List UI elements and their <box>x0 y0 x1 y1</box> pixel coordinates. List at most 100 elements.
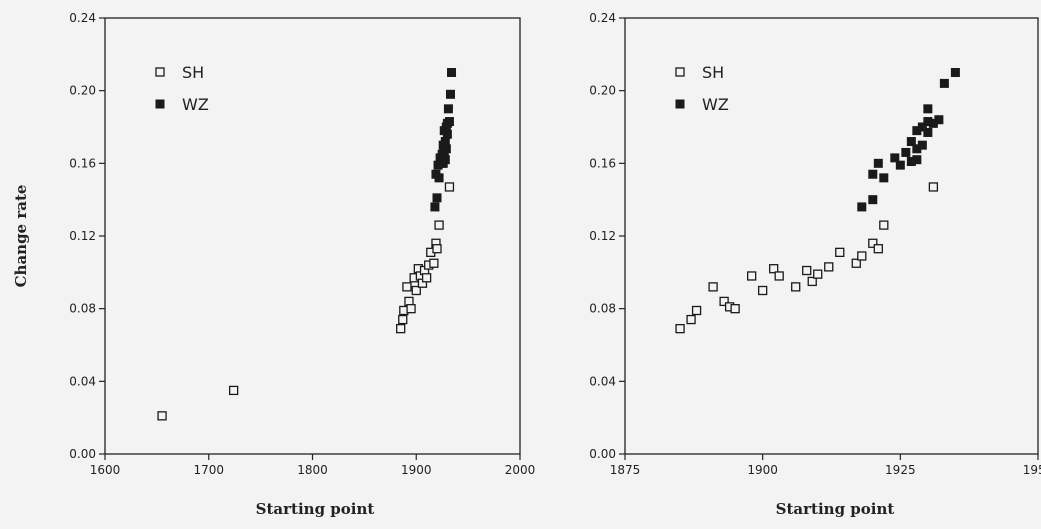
sh-point <box>802 265 812 276</box>
sh-point <box>157 411 167 421</box>
sh-point <box>686 314 696 325</box>
x-tick-label: 1950 <box>1023 463 1041 477</box>
wz-point <box>868 195 878 205</box>
sh-point <box>928 182 939 192</box>
wz-point <box>895 160 905 170</box>
x-tick-label: 1700 <box>193 463 224 477</box>
data-points <box>157 68 457 421</box>
x-tick-label: 1875 <box>610 463 641 477</box>
legend-sh-label: SH <box>182 63 204 82</box>
sh-point <box>691 305 702 316</box>
wz-point <box>917 140 927 150</box>
x-tick-label: 2000 <box>505 463 536 477</box>
y-tick-label: 0.20 <box>589 84 616 98</box>
y-tick-label: 0.16 <box>589 156 616 170</box>
plot-frame <box>624 17 1039 455</box>
sh-point <box>851 258 861 268</box>
sh-point <box>398 314 408 325</box>
sh-point <box>807 276 817 287</box>
sh-point <box>432 244 442 254</box>
sh-point <box>813 269 823 279</box>
wz-point <box>444 117 454 127</box>
y-tick-label: 0.24 <box>589 11 616 25</box>
sh-point <box>791 282 801 292</box>
legend-wz-label: WZ <box>702 95 729 114</box>
y-tick-label: 0.00 <box>69 447 96 461</box>
sh-point <box>396 323 406 334</box>
y-tick-label: 0.00 <box>589 447 616 461</box>
chart-panel-1: 0.00 0.04 0.08 0.12 0.16 0.20 0.24 1600 1700 1800… <box>12 11 535 518</box>
wz-point <box>442 129 452 139</box>
wz-point <box>434 173 444 183</box>
sh-point <box>868 238 878 248</box>
sh-point <box>411 285 421 296</box>
legend-wz-label: WZ <box>182 95 209 114</box>
wz-point <box>443 104 453 114</box>
y-tick-label: 0.12 <box>589 229 616 243</box>
sh-point <box>758 285 768 296</box>
plot-frame <box>104 17 521 455</box>
sh-point <box>769 264 779 274</box>
wz-point <box>447 68 457 77</box>
wz-point <box>873 158 883 168</box>
wz-point <box>923 104 933 114</box>
wz-point <box>879 173 889 183</box>
sh-point <box>675 323 685 334</box>
sh-point <box>719 296 729 307</box>
sh-point <box>730 304 740 314</box>
sh-point <box>857 251 867 261</box>
y-tick-label: 0.20 <box>69 84 96 98</box>
x-axis-title: Starting point <box>776 500 895 518</box>
wz-point <box>890 153 900 163</box>
y-tick-label: 0.08 <box>589 302 616 316</box>
legend-sh-marker <box>155 67 165 77</box>
sh-point <box>873 244 883 254</box>
wz-point <box>430 202 440 212</box>
wz-point <box>868 169 878 179</box>
wz-point <box>445 89 455 99</box>
y-tick-label: 0.04 <box>69 374 96 388</box>
sh-point <box>406 304 416 314</box>
x-tick-label: 1900 <box>401 463 432 477</box>
x-tick-label: 1600 <box>90 463 121 477</box>
legend-wz-marker <box>155 99 165 109</box>
wz-point <box>939 78 949 88</box>
wz-point <box>912 155 922 165</box>
sh-point <box>434 220 444 230</box>
wz-point <box>906 137 916 147</box>
wz-point <box>950 68 960 77</box>
sh-point <box>429 258 439 268</box>
y-axis-title: Change rate <box>12 185 30 288</box>
y-tick-label: 0.24 <box>69 11 96 25</box>
sh-point <box>835 247 845 258</box>
legend-sh-marker <box>675 67 685 77</box>
wz-point <box>857 202 867 212</box>
x-tick-label: 1925 <box>885 463 916 477</box>
sh-point <box>708 282 718 292</box>
sh-point <box>879 220 889 230</box>
y-tick-label: 0.12 <box>69 229 96 243</box>
x-tick-label: 1800 <box>297 463 328 477</box>
sh-point <box>421 273 432 283</box>
wz-point <box>432 193 442 203</box>
sh-point <box>824 262 834 272</box>
y-tick-label: 0.08 <box>69 302 96 316</box>
wz-point <box>923 127 933 137</box>
chart-panel-2: 0.00 0.04 0.08 0.12 0.16 0.20 0.24 1875 1900 1925… <box>589 11 1041 518</box>
sh-point <box>402 282 412 292</box>
x-axis-title: Starting point <box>256 500 375 518</box>
wz-point <box>934 115 944 125</box>
legend-sh-label: SH <box>702 63 724 82</box>
y-tick-label: 0.04 <box>589 374 616 388</box>
x-tick-label: 1900 <box>747 463 778 477</box>
y-tick-label: 0.16 <box>69 156 96 170</box>
wz-point <box>441 144 451 154</box>
sh-point <box>444 182 455 192</box>
sh-point <box>228 385 239 396</box>
wz-point <box>440 155 450 165</box>
wz-point <box>917 122 927 132</box>
sh-point <box>747 271 757 281</box>
wz-point <box>901 147 911 157</box>
